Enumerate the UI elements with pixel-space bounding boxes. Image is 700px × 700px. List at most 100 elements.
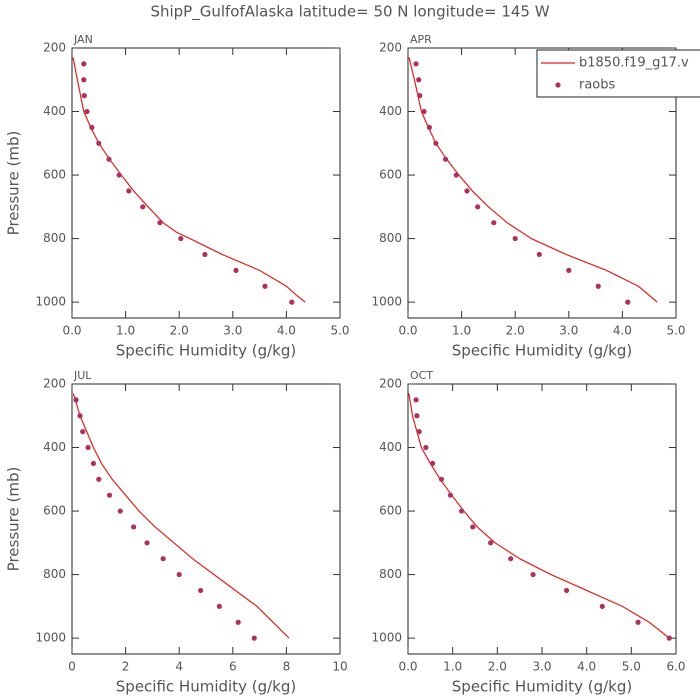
obs-point (81, 61, 87, 67)
obs-point (80, 429, 86, 435)
x-tick-label: 2.0 (488, 660, 507, 674)
figure-title: ShipP_GulfofAlaska latitude= 50 N longit… (150, 3, 549, 22)
obs-point (140, 204, 146, 210)
profile-line (72, 57, 306, 303)
obs-point (96, 476, 102, 482)
obs-point (488, 540, 494, 546)
legend-swatch (555, 82, 561, 88)
x-tick-label: 4.0 (613, 324, 632, 338)
obs-point (235, 619, 241, 625)
obs-point (414, 413, 420, 419)
x-tick-label: 4.0 (277, 324, 296, 338)
y-tick-label: 800 (379, 567, 402, 581)
x-tick-label: 5.0 (622, 660, 641, 674)
obs-point (599, 603, 605, 609)
obs-point (625, 299, 631, 305)
obs-point (81, 77, 87, 83)
obs-point (157, 220, 163, 226)
x-tick-label: 6 (229, 660, 237, 674)
x-tick-label: 8 (283, 660, 291, 674)
obs-point (416, 429, 422, 435)
obs-point (81, 93, 87, 99)
obs-point (117, 508, 123, 514)
x-tick-label: 0.0 (398, 660, 417, 674)
obs-point (508, 556, 514, 562)
obs-point (126, 188, 132, 194)
obs-point (198, 587, 204, 594)
y-tick-label: 800 (379, 231, 402, 245)
obs-point (423, 444, 429, 451)
y-tick-label: 1000 (35, 295, 66, 309)
obs-point (530, 571, 536, 578)
obs-point (426, 124, 433, 131)
obs-point (635, 619, 641, 625)
plot-frame (71, 383, 341, 655)
obs-point (666, 635, 672, 641)
panel-title: JUL (73, 369, 92, 382)
y-tick-label: 400 (379, 104, 402, 118)
y-tick-label: 1000 (371, 631, 402, 645)
profile-line (72, 393, 290, 639)
x-axis-label: Specific Humidity (g/kg) (116, 342, 296, 360)
obs-point (202, 251, 208, 258)
obs-point (595, 283, 601, 289)
legend-box (536, 49, 700, 98)
obs-point (453, 172, 459, 178)
obs-point (131, 524, 137, 530)
y-tick-label: 200 (43, 377, 66, 391)
y-tick-label: 1000 (371, 295, 402, 309)
y-axis-label: Pressure (mb) (5, 467, 23, 572)
obs-point (416, 77, 422, 83)
y-tick-label: 200 (379, 377, 402, 391)
obs-point (491, 220, 497, 226)
obs-point (106, 492, 113, 498)
obs-point (262, 283, 268, 289)
obs-point (84, 108, 90, 115)
y-tick-label: 600 (43, 168, 66, 182)
obs-point (251, 635, 257, 641)
y-tick-label: 800 (43, 231, 66, 245)
x-tick-label: 6.0 (666, 660, 685, 674)
y-tick-label: 200 (379, 41, 402, 55)
x-tick-label: 10 (332, 660, 347, 674)
x-axis-label: Specific Humidity (g/kg) (116, 678, 296, 696)
obs-point (459, 508, 465, 514)
obs-point (89, 124, 95, 131)
obs-point (176, 571, 182, 578)
x-tick-label: 2.0 (170, 324, 189, 338)
x-tick-label: 0.0 (62, 324, 81, 338)
profile-line (408, 57, 658, 303)
y-tick-label: 600 (379, 168, 402, 182)
x-tick-label: 5.0 (330, 324, 349, 338)
obs-point (429, 460, 436, 467)
obs-point (85, 444, 91, 451)
x-tick-label: 1.0 (452, 324, 471, 338)
obs-point (90, 460, 97, 467)
plot-frame (407, 47, 677, 319)
obs-point (442, 156, 449, 162)
plot-frame (407, 383, 677, 655)
obs-point (536, 251, 542, 258)
legend-label: raobs (579, 78, 616, 93)
obs-point (417, 93, 423, 99)
panel-title: JAN (73, 33, 93, 46)
obs-point (421, 108, 427, 115)
obs-point (178, 235, 184, 242)
x-tick-label: 1.0 (116, 324, 135, 338)
x-tick-label: 3.0 (223, 324, 242, 338)
y-tick-label: 200 (43, 41, 66, 55)
obs-point (447, 492, 454, 498)
obs-point (73, 397, 79, 403)
x-tick-label: 3.0 (532, 660, 551, 674)
obs-point (160, 556, 166, 562)
x-tick-label: 3.0 (559, 324, 578, 338)
panel-title: OCT (410, 369, 433, 382)
profile-line (408, 393, 670, 639)
y-tick-label: 1000 (35, 631, 66, 645)
obs-point (144, 540, 150, 546)
y-tick-label: 800 (43, 567, 66, 581)
x-tick-label: 4.0 (577, 660, 596, 674)
obs-point (216, 603, 222, 609)
obs-point (96, 140, 102, 146)
